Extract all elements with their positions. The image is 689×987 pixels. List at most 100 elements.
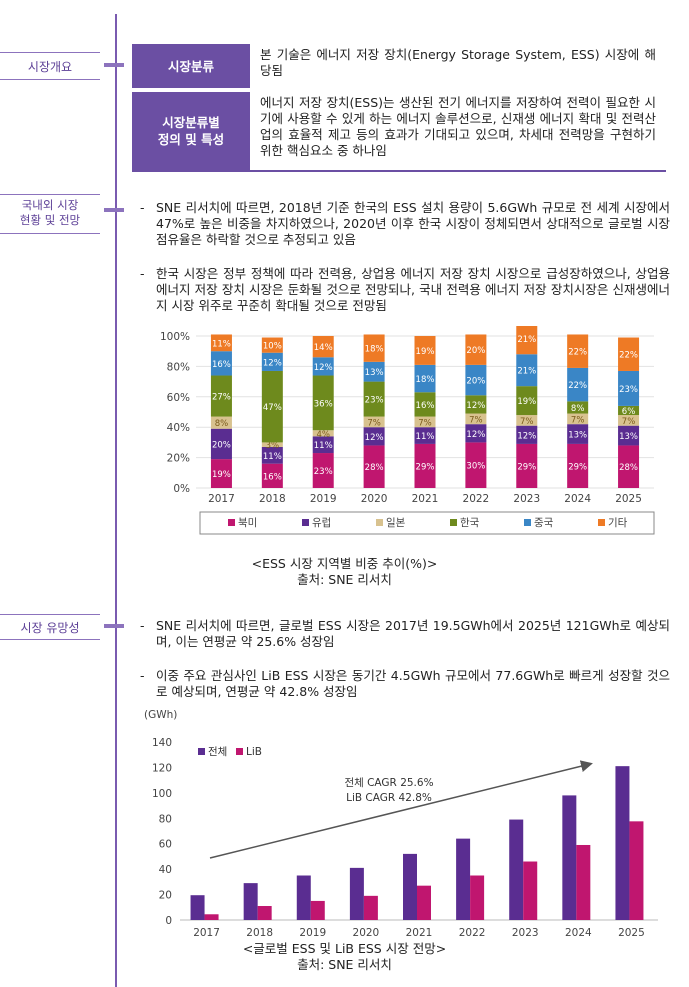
bar-segment — [414, 336, 436, 365]
legend-swatch — [236, 748, 243, 755]
definition-row: 시장분류별 정의 및 특성 에너지 저장 장치(ESS)는 생산된 전기 에너지를… — [132, 92, 666, 170]
data-label: 11% — [314, 441, 333, 451]
bar-segment — [516, 326, 538, 355]
bar-segment — [363, 416, 385, 428]
data-label: 20% — [466, 346, 485, 356]
bullet-text: 한국 시장은 정부 정책에 따라 전력용, 상업용 에너지 저장 장치 시장으로… — [156, 266, 670, 313]
bar-segment — [363, 445, 385, 488]
bar-segment — [618, 425, 640, 446]
x-tick-label: 2022 — [463, 493, 490, 505]
legend-label: 일본 — [386, 516, 406, 529]
bar-segment — [210, 428, 232, 460]
data-label: 7% — [622, 417, 636, 427]
bullet-text: SNE 리서치에 따르면, 글로벌 ESS 시장은 2017년 19.5GWh에… — [156, 618, 670, 649]
bar-segment — [414, 364, 436, 393]
definition-body: 에너지 저장 장치(ESS)는 생산된 전기 에너지를 저장하여 전력이 필요한… — [260, 95, 656, 158]
data-label: 29% — [517, 462, 536, 472]
bar-segment — [516, 354, 538, 387]
y-tick-label: 20 — [159, 890, 172, 902]
classification-body: 본 기술은 에너지 저장 장치(Energy Storage System, E… — [260, 47, 656, 78]
section-tick — [104, 624, 124, 628]
bar — [190, 895, 205, 920]
bullet-text: 이중 주요 관심사인 LiB ESS 시장은 동기간 4.5GWh 규모에서 7… — [156, 668, 670, 699]
data-label: 7% — [418, 418, 432, 428]
classification-row: 시장분류 본 기술은 에너지 저장 장치(Energy Storage Syst… — [132, 44, 666, 89]
y-tick-label: 120 — [152, 762, 172, 774]
data-label: 13% — [568, 431, 587, 441]
annotation-lib-cagr: LiB CAGR 42.8% — [346, 792, 432, 804]
chart1-caption-source: 출처: SNE 리서치 — [297, 572, 392, 587]
data-label: 11% — [212, 339, 231, 349]
data-label: 16% — [416, 401, 435, 411]
x-tick-label: 2019 — [310, 493, 337, 505]
chart2-caption-source: 출처: SNE 리서치 — [297, 957, 392, 972]
bar — [509, 819, 524, 920]
annotation-total-cagr: 전체 CAGR 25.6% — [344, 777, 433, 789]
data-label: 22% — [568, 348, 587, 358]
bar-segment — [618, 445, 640, 488]
data-label: 4% — [316, 430, 330, 440]
definition-head-line1: 시장분류별 — [162, 115, 220, 130]
bar-segment — [312, 430, 334, 437]
data-label: 14% — [314, 343, 333, 353]
bullet-dash: - — [140, 266, 145, 281]
data-label: 12% — [263, 358, 282, 368]
data-label: 13% — [365, 368, 384, 378]
data-label: 22% — [619, 351, 638, 361]
chart2-caption-title: <글로벌 ESS 및 LiB ESS 시장 전망> — [242, 941, 447, 956]
x-tick-label: 2023 — [513, 493, 540, 505]
bar — [257, 906, 272, 920]
y-tick-label: 100 — [152, 788, 172, 800]
section-tick — [104, 208, 124, 212]
section-status-line1: 국내외 시장 — [21, 198, 79, 212]
x-tick-label: 2025 — [618, 927, 645, 939]
data-label: 12% — [314, 363, 333, 373]
bar-segment — [414, 443, 436, 488]
x-tick-label: 2020 — [361, 493, 388, 505]
regional-share-chart: 0% 20% 40% 60% 80% 100% 19% 20% 8% 27% 16% 11% 2017 1… — [160, 326, 655, 535]
data-label: 19% — [212, 470, 231, 480]
chart2-caption: <글로벌 ESS 및 LiB ESS 시장 전망> 출처: SNE 리서치 — [0, 941, 689, 973]
x-tick-label: 2024 — [564, 493, 591, 505]
bar-segment — [618, 370, 640, 406]
legend-swatch — [598, 519, 605, 526]
data-label: 29% — [416, 462, 435, 472]
y-tick-label: 60 — [159, 839, 172, 851]
bar-segment — [363, 427, 385, 446]
x-tick-label: 2024 — [565, 927, 592, 939]
bar-segment — [261, 463, 283, 488]
data-label: 7% — [367, 418, 381, 428]
data-label: 22% — [568, 381, 587, 391]
y-tick-label: 40 — [159, 864, 172, 876]
market-classification-table: 시장분류 본 기술은 에너지 저장 장치(Energy Storage Syst… — [132, 44, 666, 172]
classification-head: 시장분류 — [132, 44, 250, 88]
bullet-item: - 한국 시장은 정부 정책에 따라 전력용, 상업용 에너지 저장 장치 시장… — [140, 266, 670, 314]
bullet-text: SNE 리서치에 따르면, 2018년 기준 한국의 ESS 설치 용량이 5.… — [156, 200, 670, 247]
bar — [456, 838, 471, 920]
legend-label: 유럽 — [312, 516, 331, 529]
data-label: 12% — [466, 401, 485, 411]
y-unit-label: (GWh) — [144, 709, 177, 721]
bar — [615, 766, 630, 920]
bar-segment — [465, 395, 487, 414]
x-tick-label: 2025 — [615, 493, 642, 505]
section-label-status: 국내외 시장 현황 및 전망 — [0, 194, 100, 234]
data-label: 21% — [517, 335, 536, 345]
table-bottom-rule — [132, 170, 666, 172]
section-tick — [104, 63, 124, 67]
y-tick-label: 140 — [152, 737, 172, 749]
data-label: 21% — [517, 367, 536, 377]
data-label: 12% — [365, 433, 384, 443]
bar-segment — [414, 416, 436, 428]
bar-segment — [312, 453, 334, 488]
legend-swatch — [198, 748, 205, 755]
data-label: 18% — [365, 345, 384, 355]
data-label: 30% — [466, 462, 485, 472]
y-tick-label: 100% — [160, 331, 190, 343]
bar-segment — [414, 392, 436, 417]
bar-segment — [567, 367, 589, 402]
bar — [576, 844, 591, 920]
bar-segment — [465, 442, 487, 488]
chart1-caption: <ESS 시장 지역별 비중 추이(%)> 출처: SNE 리서치 — [0, 556, 689, 588]
global-ess-forecast-chart: (GWh) 0 20 40 60 80 100 120 140 2017 2018 2019 2020 2… — [144, 709, 658, 939]
